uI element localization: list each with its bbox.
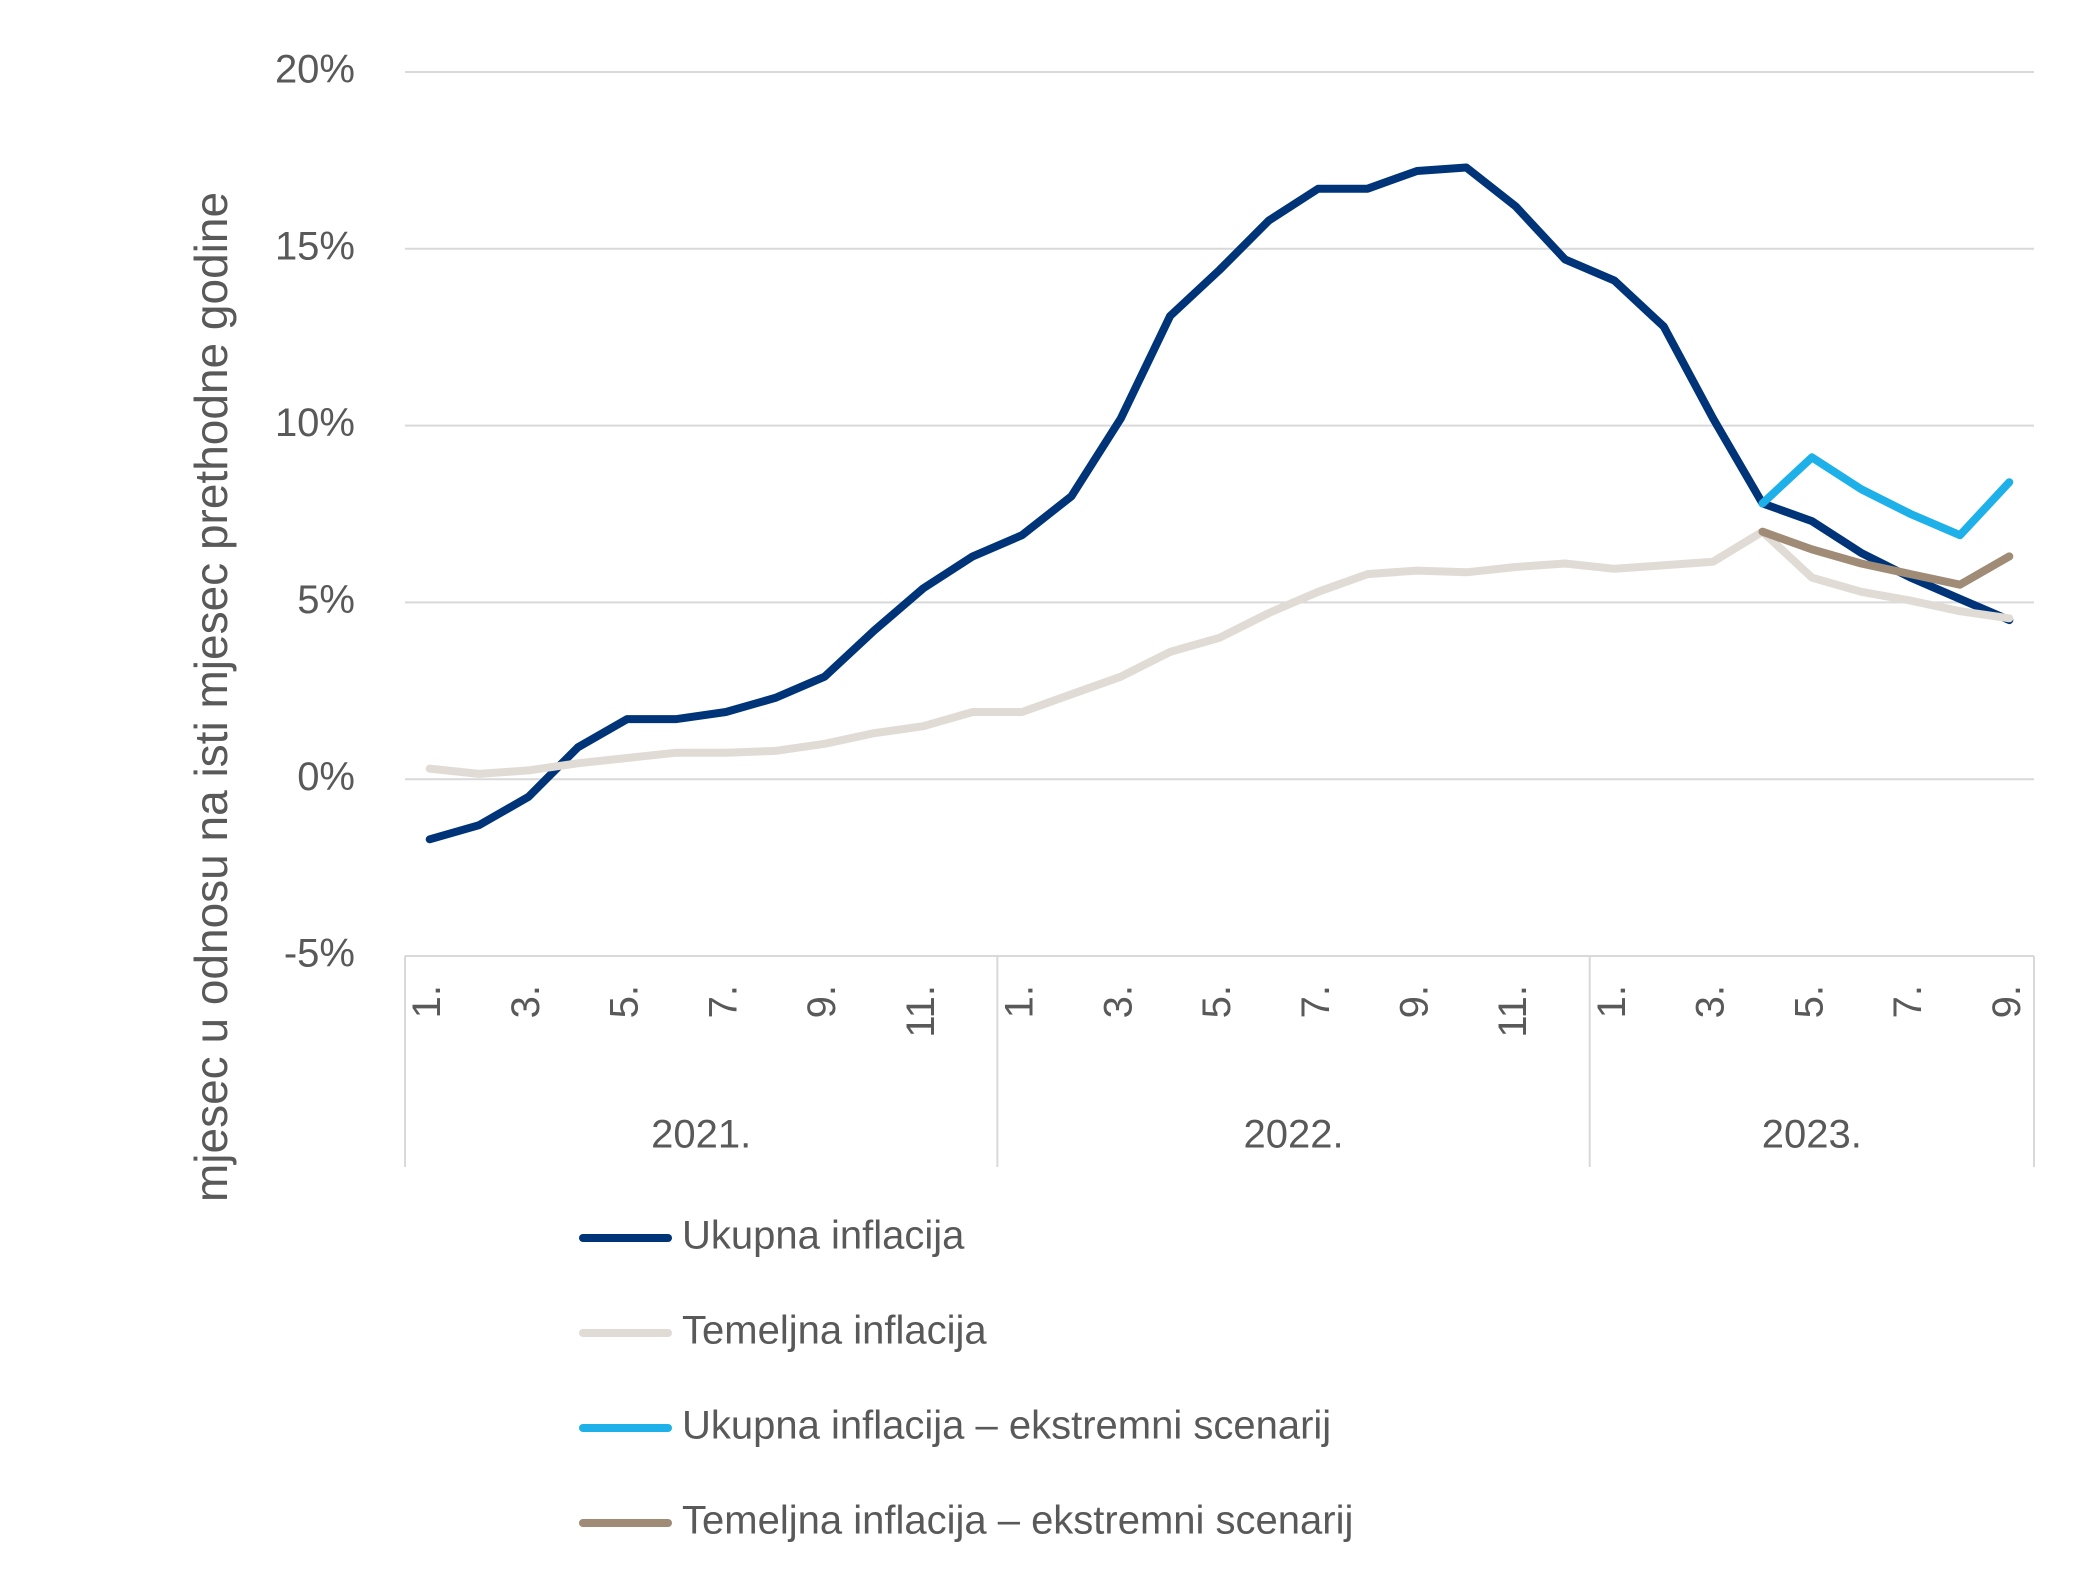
y-tick-label: 0% — [297, 755, 355, 799]
legend-label: Ukupna inflacija — [682, 1214, 965, 1258]
y-tick-label: 5% — [297, 578, 355, 622]
y-tick-label: 15% — [275, 224, 355, 268]
y-tick-label: 10% — [275, 401, 355, 445]
y-axis-label: mjesec u odnosu na isti mjesec prethodne… — [185, 192, 237, 1202]
x-tick-label: 11. — [899, 985, 943, 1038]
x-group-label: 2021. — [651, 1113, 751, 1157]
x-tick-label: 5. — [1195, 985, 1239, 1018]
x-tick-label: 11. — [1491, 985, 1535, 1038]
x-group-label: 2023. — [1762, 1113, 1862, 1157]
series-line — [425, 527, 2014, 778]
x-tick-label: 3. — [504, 985, 548, 1018]
x-tick-label: 9. — [800, 985, 844, 1018]
x-tick-label: 7. — [701, 985, 745, 1018]
series-line — [425, 163, 2014, 844]
y-tick-label: 20% — [275, 48, 355, 92]
x-tick-label: 9. — [1393, 985, 1437, 1018]
x-tick-label: 5. — [1787, 985, 1831, 1018]
series-line — [1758, 453, 2014, 540]
legend-label: Temeljna inflacija — [682, 1309, 987, 1353]
x-tick-label: 5. — [603, 985, 647, 1018]
x-tick-label: 3. — [1096, 985, 1140, 1018]
x-tick-label: 7. — [1886, 985, 1930, 1018]
x-group-label: 2022. — [1243, 1113, 1343, 1157]
series-line — [1758, 527, 2014, 589]
x-tick-label: 1. — [1590, 985, 1634, 1018]
x-tick-label: 1. — [998, 985, 1042, 1018]
x-tick-label: 7. — [1294, 985, 1338, 1018]
legend-label: Temeljna inflacija – ekstremni scenarij — [682, 1499, 1353, 1543]
y-tick-label: -5% — [284, 932, 355, 976]
x-tick-label: 9. — [1985, 985, 2029, 1018]
x-tick-label: 1. — [405, 985, 449, 1018]
legend-label: Ukupna inflacija – ekstremni scenarij — [682, 1404, 1331, 1448]
x-tick-label: 3. — [1689, 985, 1733, 1018]
